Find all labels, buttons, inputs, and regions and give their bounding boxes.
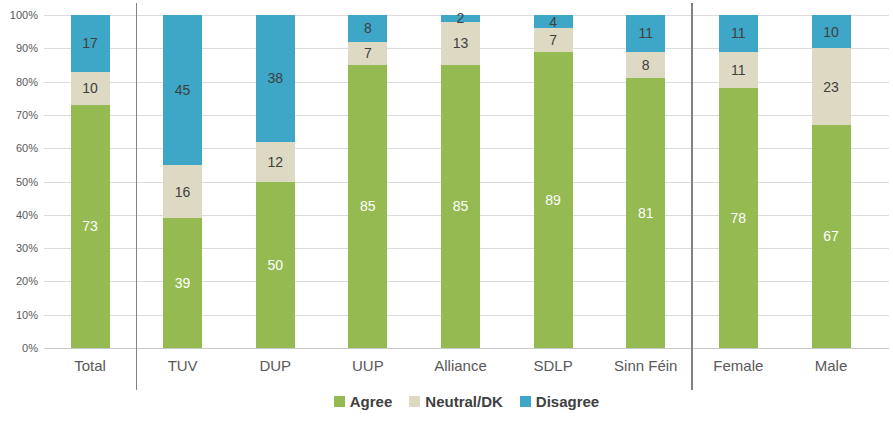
stacked-bar-chart: 0% 10% 20% 30% 40% 50% 60% 70% 80% 90% 100% 73 10 17… — [0, 0, 893, 423]
segment-value-label: 39 — [175, 276, 191, 290]
segment-value-label: 10 — [82, 81, 98, 95]
segment-value-label: 38 — [267, 71, 283, 85]
bar-segment-agree: 78 — [719, 88, 758, 348]
segment-value-label: 11 — [731, 26, 746, 40]
bar-segment-neutral-dk: 7 — [534, 28, 573, 51]
segment-value-label: 81 — [638, 206, 654, 220]
segment-value-label: 11 — [731, 63, 746, 77]
bar-total: 73 10 17 — [71, 15, 110, 348]
bar-segment-agree: 89 — [534, 52, 573, 348]
legend-swatch-disagree — [520, 396, 531, 407]
y-axis-tick-label: 70% — [0, 109, 38, 122]
bar-segment-agree: 67 — [812, 125, 851, 348]
x-axis-category-label: SDLP — [507, 357, 599, 374]
x-axis-category-label: Male — [785, 357, 877, 374]
y-axis-tick-label: 60% — [0, 142, 38, 155]
x-axis-category-label: Alliance — [415, 357, 507, 374]
segment-value-label: 45 — [175, 83, 191, 97]
y-axis-tick-label: 10% — [0, 309, 38, 322]
y-axis-tick-label: 0% — [0, 342, 38, 355]
gridline — [44, 348, 889, 349]
bar-segment-neutral-dk: 7 — [348, 42, 387, 65]
legend-item-agree: Agree — [334, 393, 393, 410]
segment-value-label: 50 — [267, 258, 283, 272]
bar-segment-agree: 81 — [626, 78, 665, 348]
segment-value-label: 10 — [823, 25, 839, 39]
bar-segment-disagree: 17 — [71, 15, 110, 72]
segment-value-label: 2 — [457, 11, 465, 25]
y-axis-tick-label: 40% — [0, 209, 38, 222]
bar-segment-neutral-dk: 23 — [812, 48, 851, 125]
segment-value-label: 13 — [453, 36, 469, 50]
bar-segment-agree: 85 — [348, 65, 387, 348]
y-axis-tick-label: 20% — [0, 275, 38, 288]
segment-value-label: 23 — [823, 80, 839, 94]
bar-alliance: 85 13 2 — [441, 15, 480, 348]
segment-value-label: 11 — [638, 26, 653, 40]
y-axis-tick-label: 50% — [0, 176, 38, 189]
group-separator — [136, 3, 138, 390]
group-separator — [691, 3, 693, 390]
bar-segment-neutral-dk: 12 — [256, 142, 295, 182]
y-axis-tick-label: 90% — [0, 42, 38, 55]
segment-value-label: 17 — [82, 36, 98, 50]
legend-item-neutral-dk: Neutral/DK — [409, 393, 503, 410]
bar-segment-disagree: 8 — [348, 15, 387, 42]
bar-segment-neutral-dk: 8 — [626, 52, 665, 79]
x-axis-category-label: UUP — [322, 357, 414, 374]
x-axis-category-label: Sinn Féin — [600, 357, 692, 374]
bar-segment-disagree: 45 — [163, 15, 202, 165]
bar-segment-disagree: 2 — [441, 15, 480, 22]
bar-segment-disagree: 11 — [626, 15, 665, 52]
bar-dup: 50 12 38 — [256, 15, 295, 348]
bar-segment-neutral-dk: 10 — [71, 72, 110, 105]
segment-value-label: 16 — [175, 185, 191, 199]
bar-segment-neutral-dk: 13 — [441, 22, 480, 65]
legend-swatch-agree — [334, 396, 345, 407]
legend-item-disagree: Disagree — [520, 393, 599, 410]
x-axis-category-label: TUV — [137, 357, 229, 374]
bar-segment-agree: 50 — [256, 182, 295, 349]
segment-value-label: 12 — [267, 155, 283, 169]
segment-value-label: 85 — [360, 199, 376, 213]
bar-segment-disagree: 10 — [812, 15, 851, 48]
segment-value-label: 8 — [642, 58, 650, 72]
segment-value-label: 89 — [545, 193, 561, 207]
bar-tuv: 39 16 45 — [163, 15, 202, 348]
bar-uup: 85 7 8 — [348, 15, 387, 348]
bar-male: 67 23 10 — [812, 15, 851, 348]
legend-label: Disagree — [536, 393, 599, 410]
bar-segment-agree: 39 — [163, 218, 202, 348]
y-axis-tick-label: 30% — [0, 242, 38, 255]
chart-legend: Agree Neutral/DK Disagree — [44, 393, 889, 410]
bar-segment-agree: 73 — [71, 105, 110, 348]
bar-sdlp: 89 7 4 — [534, 15, 573, 348]
legend-swatch-neutral-dk — [409, 396, 420, 407]
segment-value-label: 7 — [364, 46, 372, 60]
y-axis-tick-label: 100% — [0, 9, 38, 22]
bar-segment-neutral-dk: 16 — [163, 165, 202, 218]
y-axis-tick-label: 80% — [0, 76, 38, 89]
bar-segment-disagree: 4 — [534, 15, 573, 28]
segment-value-label: 7 — [549, 33, 557, 47]
legend-label: Agree — [350, 393, 393, 410]
segment-value-label: 4 — [549, 15, 557, 29]
bar-segment-disagree: 11 — [719, 15, 758, 52]
segment-value-label: 85 — [453, 199, 469, 213]
x-axis-category-label: Total — [44, 357, 136, 374]
x-axis-category-label: DUP — [229, 357, 321, 374]
bar-segment-neutral-dk: 11 — [719, 52, 758, 89]
bar-segment-disagree: 38 — [256, 15, 295, 142]
x-axis-category-label: Female — [692, 357, 784, 374]
segment-value-label: 73 — [82, 219, 98, 233]
bar-female: 78 11 11 — [719, 15, 758, 348]
segment-value-label: 78 — [731, 211, 747, 225]
bar-segment-agree: 85 — [441, 65, 480, 348]
legend-label: Neutral/DK — [425, 393, 503, 410]
bar-sinn-f-in: 81 8 11 — [626, 15, 665, 348]
segment-value-label: 67 — [823, 229, 839, 243]
segment-value-label: 8 — [364, 21, 372, 35]
